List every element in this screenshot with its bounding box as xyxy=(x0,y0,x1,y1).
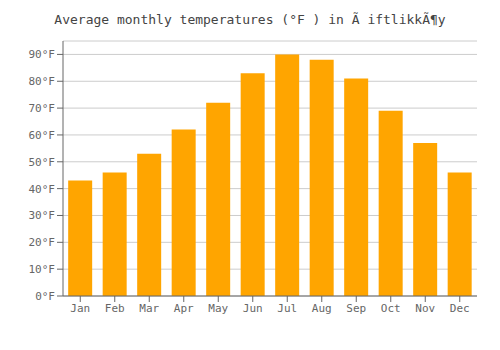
svg-text:30°F: 30°F xyxy=(29,209,56,222)
svg-text:May: May xyxy=(208,302,228,315)
svg-text:60°F: 60°F xyxy=(29,129,56,142)
svg-text:20°F: 20°F xyxy=(29,236,56,249)
svg-text:90°F: 90°F xyxy=(29,48,56,61)
svg-text:Mar: Mar xyxy=(139,302,159,315)
svg-text:Jan: Jan xyxy=(70,302,90,315)
html-text:Average monthly temperatures (: Average monthly temperatures (°F ) in Ã … xyxy=(54,12,446,27)
svg-text:70°F: 70°F xyxy=(29,102,56,115)
svg-text:Sep: Sep xyxy=(346,302,366,315)
svg-text:50°F: 50°F xyxy=(29,156,56,169)
svg-text:Nov: Nov xyxy=(415,302,435,315)
svg-text:Jun: Jun xyxy=(243,302,263,315)
svg-text:0°F: 0°F xyxy=(35,290,55,303)
svg-text:Dec: Dec xyxy=(450,302,470,315)
svg-text:80°F: 80°F xyxy=(29,75,56,88)
svg-text:40°F: 40°F xyxy=(29,183,56,196)
svg-text:Feb: Feb xyxy=(105,302,125,315)
svg-text:Aug: Aug xyxy=(312,302,332,315)
svg-text:Jul: Jul xyxy=(277,302,297,315)
svg-text:Oct: Oct xyxy=(381,302,401,315)
svg-text:Apr: Apr xyxy=(174,302,194,315)
svg-text:10°F: 10°F xyxy=(29,263,56,276)
